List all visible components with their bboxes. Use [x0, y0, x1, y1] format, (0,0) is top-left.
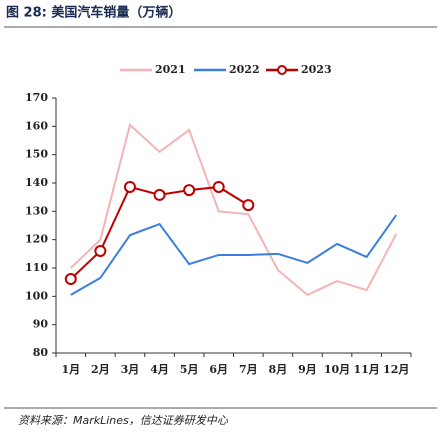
legend-label: 2022	[229, 63, 260, 76]
x-tick-label: 9月	[298, 363, 317, 376]
series-line	[70, 214, 398, 296]
y-tick-label: 80	[33, 346, 49, 359]
legend-label: 2021	[155, 63, 186, 76]
point	[183, 184, 196, 197]
x-tick-label: 10月	[324, 363, 350, 376]
source: 资料来源：MarkLines，信达证券研发中心	[18, 414, 229, 427]
x-tick-label: 2月	[91, 363, 110, 376]
y-tick-label: 150	[25, 148, 48, 161]
x-tick-label: 1月	[61, 363, 80, 376]
x-tick-label: 6月	[209, 363, 228, 376]
y-tick-label: 160	[25, 119, 48, 132]
point	[242, 199, 255, 212]
chart-title: 图 28: 美国汽车销量（万辆）	[6, 5, 181, 21]
y-tick-label: 130	[25, 204, 48, 217]
y-tick-label: 120	[25, 233, 48, 246]
series-line	[70, 123, 398, 297]
point	[94, 245, 107, 257]
x-tick-label: 7月	[239, 363, 258, 376]
point	[123, 180, 136, 193]
point	[64, 273, 77, 286]
y-tick-label: 100	[25, 289, 48, 302]
x-tick-label: 11月	[353, 363, 379, 376]
legend-label: 2023	[301, 63, 332, 76]
y-tick-label: 110	[25, 261, 48, 274]
y-tick-label: 90	[33, 318, 49, 331]
y-tick-label: 170	[25, 91, 48, 104]
point	[212, 180, 225, 193]
x-tick-label: 5月	[180, 363, 199, 376]
x-tick-label: 8月	[269, 363, 288, 376]
legend-marker	[277, 65, 287, 75]
x-tick-label: 4月	[150, 363, 169, 376]
y-tick-label: 140	[25, 176, 48, 189]
x-tick-label: 12月	[383, 363, 409, 376]
x-tick-label: 3月	[121, 363, 140, 376]
point	[153, 188, 166, 201]
